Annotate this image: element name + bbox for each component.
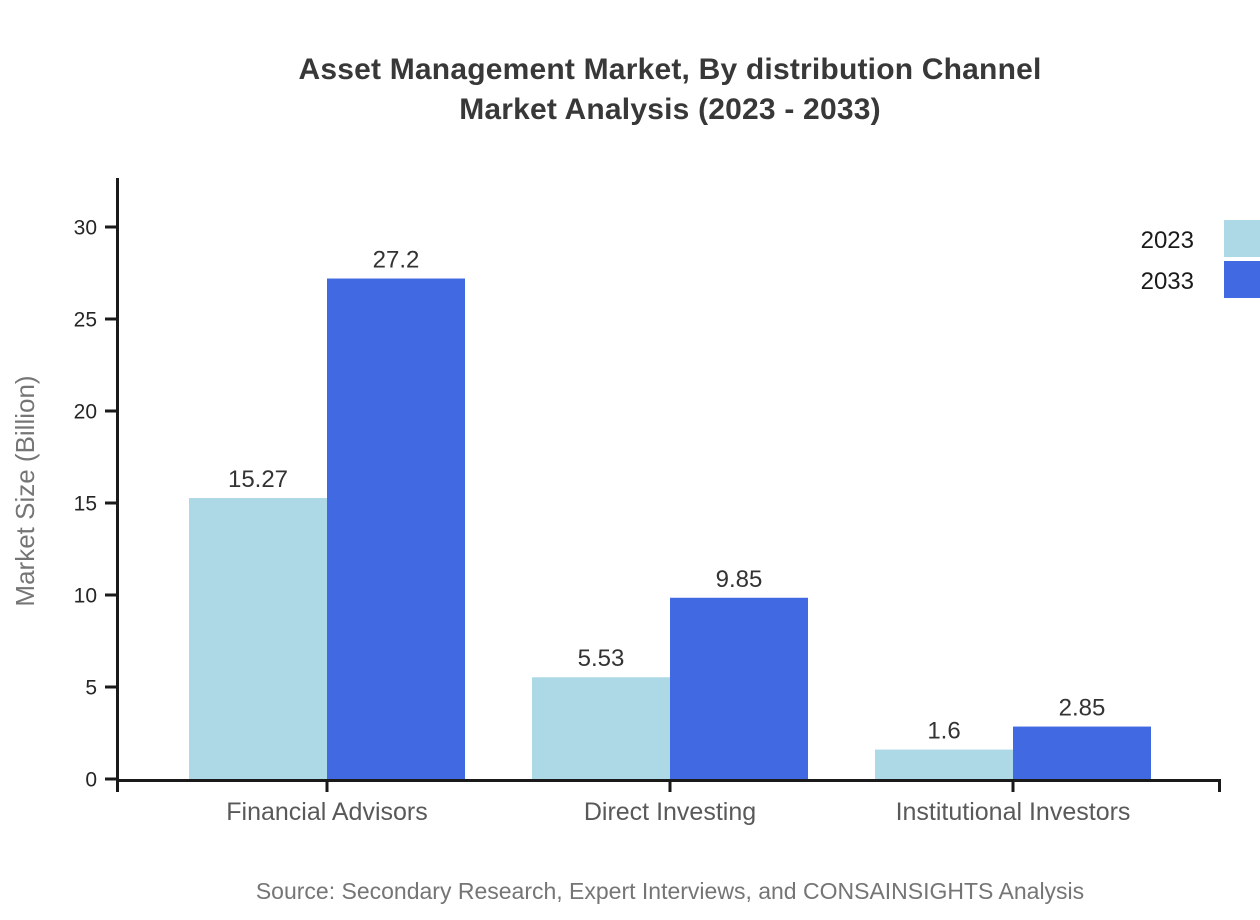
x-tick-label: Institutional Investors	[896, 798, 1131, 826]
chart-title-line-2: Market Analysis (2023 - 2033)	[459, 93, 881, 126]
y-axis-ticks: 0 5 10 15 20 25 30	[74, 217, 117, 792]
legend-swatch-2033	[1224, 261, 1260, 298]
x-tick-label: Financial Advisors	[226, 798, 427, 826]
bar-2033	[1013, 726, 1151, 779]
y-tick-label: 30	[74, 217, 97, 240]
y-tick-label: 20	[74, 401, 97, 424]
chart-title: Asset Management Market, By distribution…	[80, 50, 1260, 130]
bar-value-label: 1.6	[927, 718, 960, 745]
y-tick-label: 15	[74, 493, 97, 516]
bar-value-label: 5.53	[578, 645, 625, 672]
y-axis-title: Market Size (Billion)	[10, 375, 40, 606]
bars-group: 15.27 5.53 1.6 27.2 9.85 2.85	[189, 247, 1151, 779]
y-tick-label: 10	[74, 585, 97, 608]
bar-value-label: 15.27	[228, 466, 288, 493]
x-axis-ticks: Financial Advisors Direct Investing Instit…	[226, 782, 1130, 826]
x-tick-label: Direct Investing	[584, 798, 756, 826]
legend: 2023 2033	[1141, 220, 1260, 298]
legend-label-2023: 2023	[1141, 227, 1194, 254]
bar-2033	[670, 597, 808, 779]
y-tick-label: 5	[85, 677, 97, 700]
axes	[116, 178, 1221, 792]
y-tick-label: 0	[85, 769, 97, 792]
legend-label-2033: 2033	[1141, 268, 1194, 295]
y-tick-label: 25	[74, 309, 97, 332]
bar-2023	[875, 749, 1013, 779]
bar-2023	[532, 677, 670, 779]
legend-swatch-2023	[1224, 220, 1260, 257]
bar-2023	[189, 498, 327, 779]
bar-value-label: 27.2	[373, 247, 420, 274]
bar-value-label: 2.85	[1059, 695, 1106, 722]
source-note: Source: Secondary Research, Expert Inter…	[255, 878, 1085, 904]
chart-title-line-1: Asset Management Market, By distribution…	[298, 53, 1042, 86]
bar-2033	[327, 278, 465, 779]
bar-value-label: 9.85	[716, 566, 763, 593]
